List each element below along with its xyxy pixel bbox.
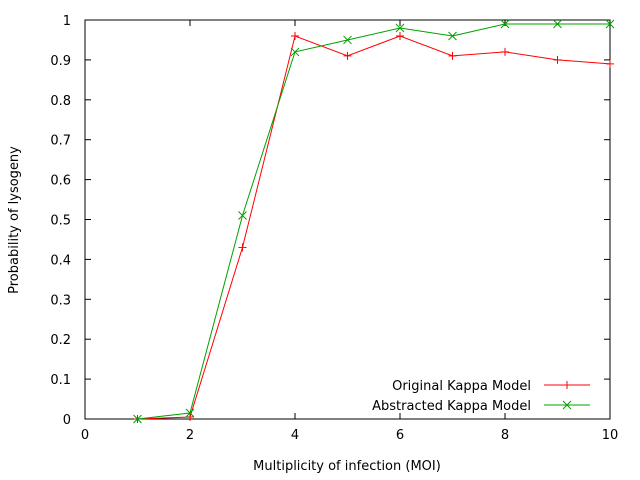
legend-label: Original Kappa Model [392,379,531,394]
series-layer [133,19,615,424]
data-point [396,31,404,40]
data-point [448,31,457,41]
series-line [137,23,610,420]
y-tick-label: 0.9 [50,54,71,69]
y-tick-label: 0.4 [50,253,71,268]
data-point [185,408,195,418]
data-point [238,211,247,220]
data-point [343,35,352,45]
legend-label: Abstracted Kappa Model [372,399,531,414]
y-tick-label: 0.8 [50,94,71,109]
x-tick-label: 0 [81,428,89,443]
data-point [605,19,615,29]
y-axis-label: Probability of lysogeny [7,146,22,294]
data-point [501,47,509,56]
series-original-kappa-model [133,31,614,423]
data-point [395,23,405,33]
data-point [553,55,562,64]
x-tick-label: 8 [501,428,509,443]
data-point [291,31,299,40]
y-tick-label: 0.7 [50,134,71,149]
data-point [238,243,247,252]
x-tick-label: 10 [602,428,619,443]
data-point [290,47,300,57]
plot-frame [84,19,611,420]
data-point [606,59,614,68]
legend-item: Abstracted Kappa Model [372,399,590,414]
y-tick-label: 0.2 [50,333,71,348]
series-line [137,35,611,420]
series-abstracted-kappa-model [133,19,615,424]
data-point [500,19,510,29]
y-tick-label: 0.3 [50,293,71,308]
data-point [553,19,562,29]
x-tick-label: 6 [396,428,404,443]
y-tick-label: 0.5 [50,214,71,229]
legend-marker [563,381,571,389]
data-point [448,51,457,60]
y-tick-label: 0 [63,413,71,428]
y-tick-label: 0.6 [50,174,71,189]
x-axis-label: Multiplicity of infection (MOI) [253,459,441,474]
data-point [186,413,194,422]
x-tick-label: 2 [186,428,194,443]
legend-item: Original Kappa Model [392,379,590,394]
legend-marker [562,400,572,410]
legend: Original Kappa Model Abstracted Kappa Mod… [372,379,590,414]
x-tick-label: 4 [291,428,299,443]
data-point [343,51,352,60]
data-point [133,414,142,424]
y-tick-label: 0.1 [50,373,71,388]
x-axis-ticks: 0 2 4 6 8 10 [81,20,618,443]
y-tick-label: 1 [63,14,71,29]
y-axis-ticks: 0 0.1 0.2 0.3 0.4 0.5 0.6 0.7 0.8 0.9 1 [50,14,610,428]
